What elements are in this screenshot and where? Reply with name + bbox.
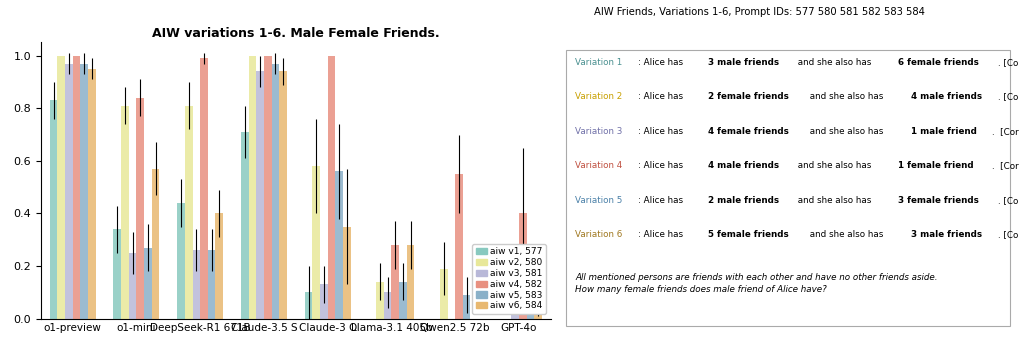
Bar <box>144 247 152 319</box>
Text: 5 female friends: 5 female friends <box>707 230 788 239</box>
Bar <box>137 98 144 319</box>
Bar <box>240 132 249 319</box>
Bar <box>184 105 193 319</box>
Bar <box>152 169 159 319</box>
Bar <box>519 213 526 319</box>
Bar <box>256 72 264 319</box>
Bar <box>398 282 407 319</box>
FancyBboxPatch shape <box>566 50 1009 326</box>
Text: and she also has: and she also has <box>794 196 873 205</box>
Text: : Alice has: : Alice has <box>638 92 686 101</box>
Text: . [Correct answer:: . [Correct answer: <box>997 58 1019 67</box>
Bar <box>208 250 215 319</box>
Text: 4 male friends: 4 male friends <box>707 161 777 170</box>
Title: AIW variations 1-6. Male Female Friends.: AIW variations 1-6. Male Female Friends. <box>152 27 439 40</box>
Text: 2 female friends: 2 female friends <box>707 92 788 101</box>
Text: 3 female friends: 3 female friends <box>898 196 978 205</box>
Bar <box>320 284 327 319</box>
Text: 2 male friends: 2 male friends <box>707 196 777 205</box>
Text: and she also has: and she also has <box>806 127 886 136</box>
Text: : Alice has: : Alice has <box>638 58 686 67</box>
Text: Variation 1: Variation 1 <box>575 58 622 67</box>
Text: and she also has: and she also has <box>806 92 886 101</box>
Text: Variation 6: Variation 6 <box>575 230 622 239</box>
Text: Variation 2: Variation 2 <box>575 92 622 101</box>
Bar <box>407 245 414 319</box>
Bar <box>534 306 541 319</box>
Bar <box>81 63 88 319</box>
Text: Variation 4: Variation 4 <box>575 161 622 170</box>
Bar <box>50 100 57 319</box>
Text: .  [Correct answer:: . [Correct answer: <box>990 127 1019 136</box>
Bar <box>376 282 383 319</box>
Bar <box>454 174 463 319</box>
Bar <box>215 213 223 319</box>
Bar <box>312 166 320 319</box>
Bar <box>279 72 286 319</box>
Text: 6 female friends: 6 female friends <box>898 58 978 67</box>
Bar <box>65 63 72 319</box>
Bar <box>121 105 128 319</box>
Text: 1 male friend: 1 male friend <box>910 127 976 136</box>
Text: AIW Friends, Variations 1-6, Prompt IDs: 577 580 581 582 583 584: AIW Friends, Variations 1-6, Prompt IDs:… <box>594 7 924 17</box>
Bar <box>57 56 65 319</box>
Text: . [Correct answer:: . [Correct answer: <box>997 92 1019 101</box>
Bar <box>72 56 81 319</box>
Bar <box>88 69 96 319</box>
Bar <box>264 56 271 319</box>
Bar <box>193 250 200 319</box>
Text: : Alice has: : Alice has <box>638 127 686 136</box>
Text: . [Correct answer:: . [Correct answer: <box>997 230 1019 239</box>
Text: Variation 3: Variation 3 <box>575 127 622 136</box>
Text: .  [Correct answer:: . [Correct answer: <box>990 161 1019 170</box>
Bar <box>271 63 279 319</box>
Bar <box>128 253 137 319</box>
Text: Variation 5: Variation 5 <box>575 196 622 205</box>
Text: 3 male friends: 3 male friends <box>707 58 777 67</box>
Text: : Alice has: : Alice has <box>638 196 686 205</box>
Text: 4 male friends: 4 male friends <box>910 92 981 101</box>
Bar <box>342 227 351 319</box>
Bar <box>463 295 470 319</box>
Text: : Alice has: : Alice has <box>638 230 686 239</box>
Text: 1 female friend: 1 female friend <box>898 161 973 170</box>
Text: : Alice has: : Alice has <box>638 161 686 170</box>
Text: 4 female friends: 4 female friends <box>707 127 788 136</box>
Bar <box>526 287 534 319</box>
Text: and she also has: and she also has <box>794 161 873 170</box>
Text: 3 male friends: 3 male friends <box>910 230 981 239</box>
Bar <box>335 171 342 319</box>
Text: and she also has: and she also has <box>794 58 873 67</box>
Text: . [Correct answer:: . [Correct answer: <box>997 196 1019 205</box>
Bar <box>391 245 398 319</box>
Text: and she also has: and she also has <box>806 230 886 239</box>
Bar <box>200 58 208 319</box>
Text: All mentioned persons are friends with each other and have no other friends asid: All mentioned persons are friends with e… <box>575 273 936 294</box>
Bar <box>177 203 184 319</box>
Bar <box>327 56 335 319</box>
Bar <box>511 292 519 319</box>
Bar <box>439 269 447 319</box>
Legend: aiw v1, 577, aiw v2, 580, aiw v3, 581, aiw v4, 582, aiw v5, 583, aiw v6, 584: aiw v1, 577, aiw v2, 580, aiw v3, 581, a… <box>472 244 546 314</box>
Bar <box>249 56 256 319</box>
Bar <box>305 292 312 319</box>
Bar <box>383 292 391 319</box>
Bar <box>113 229 121 319</box>
